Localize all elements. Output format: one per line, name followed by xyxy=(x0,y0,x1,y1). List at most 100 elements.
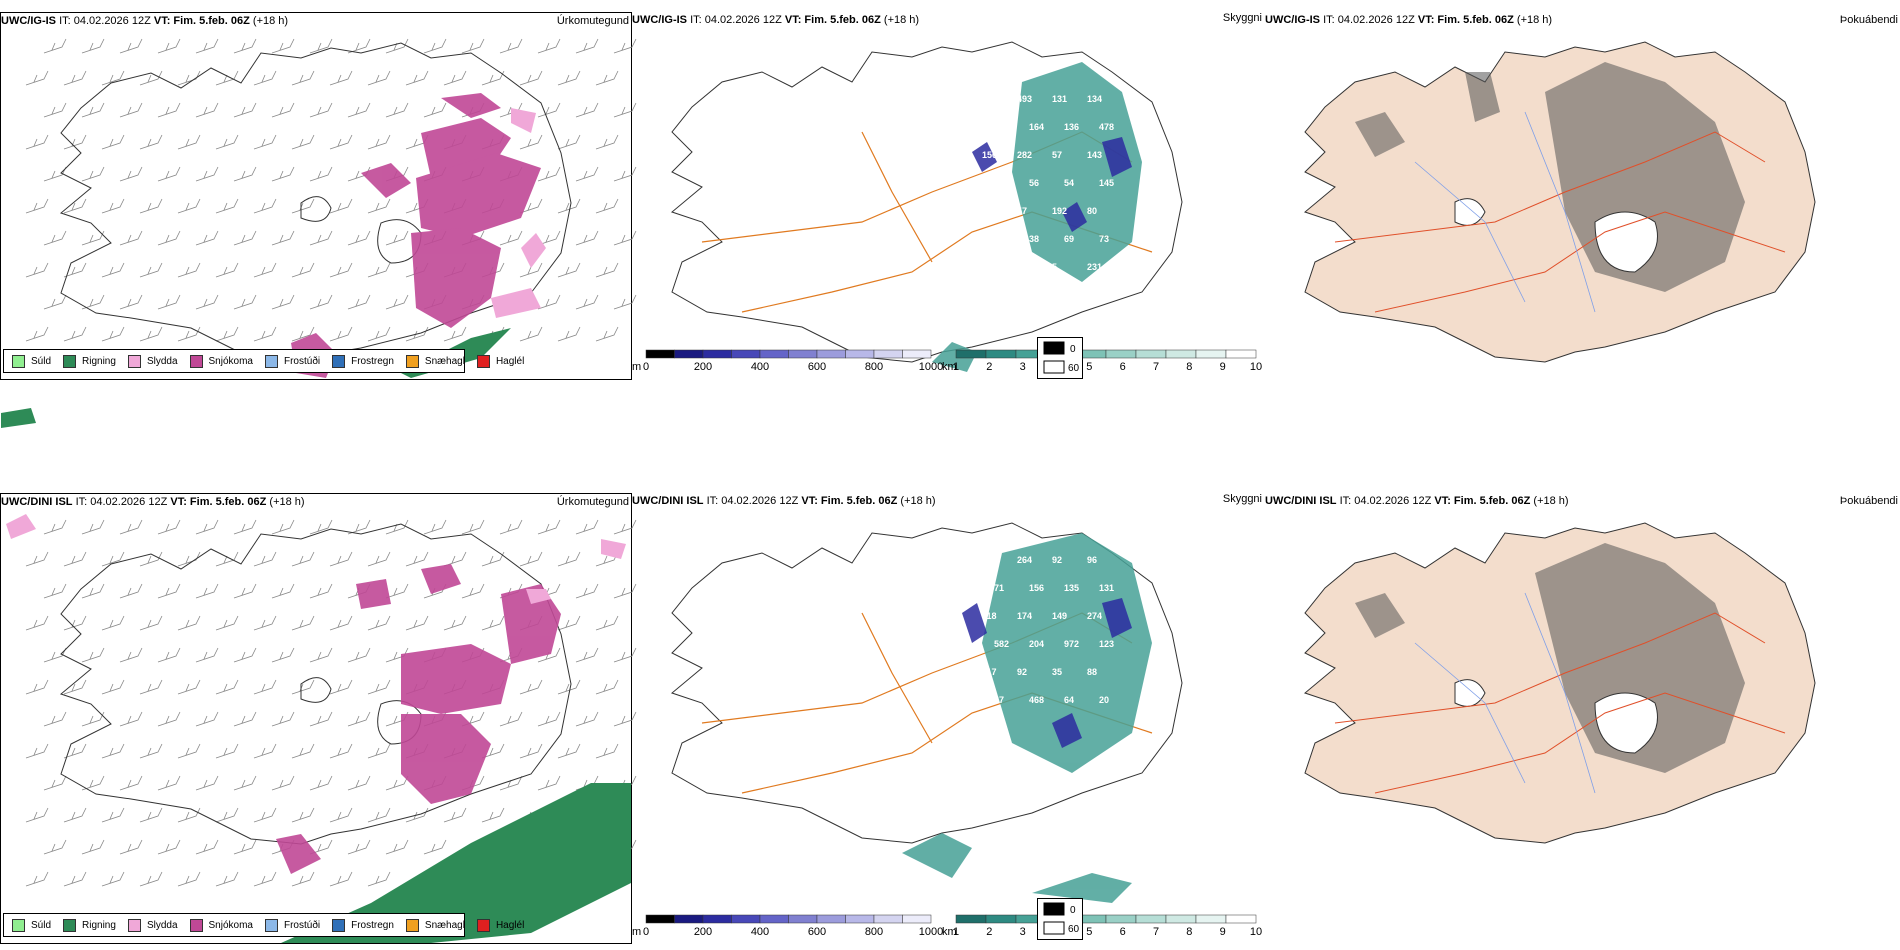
legend-item: Snæhagl xyxy=(405,354,465,368)
wind-barb xyxy=(367,262,391,278)
wind-barb xyxy=(367,807,391,823)
wind-barb xyxy=(119,839,143,855)
glaciers xyxy=(1454,198,1658,273)
ceiling-scale: m 0 200 400 600 800 1000 xyxy=(632,913,943,943)
scale-swatch xyxy=(645,914,675,924)
legend-label: Rigning xyxy=(82,919,116,931)
scale-swatch xyxy=(702,914,732,924)
scale-swatch xyxy=(1135,914,1167,924)
wind-barb xyxy=(101,326,125,342)
scale-tick: 800 xyxy=(865,926,883,938)
wind-barb xyxy=(233,647,257,663)
wind-barb xyxy=(43,775,67,791)
scale-swatch xyxy=(759,349,789,359)
wind-barb xyxy=(253,70,277,86)
wind-barb xyxy=(233,583,257,599)
wind-barb xyxy=(519,262,543,278)
ceiling-label: 493 xyxy=(1017,94,1032,104)
wind-barb xyxy=(119,102,143,118)
wind-barb xyxy=(499,519,523,535)
wind-barb xyxy=(519,134,543,150)
wind-barb xyxy=(329,262,353,278)
rain-areas xyxy=(1,328,511,428)
wind-barb xyxy=(139,871,163,887)
wind-barb xyxy=(177,743,201,759)
fog-tick: 60 xyxy=(1068,363,1080,374)
wind-barb xyxy=(367,326,391,342)
legend-label: Snjókoma xyxy=(208,355,253,367)
wind-barb xyxy=(101,262,125,278)
wind-barb xyxy=(347,775,371,791)
wind-barb xyxy=(177,198,201,214)
scale-swatch xyxy=(955,349,987,359)
sleet-areas xyxy=(491,108,546,318)
scale-swatch xyxy=(1105,349,1137,359)
wind-barb xyxy=(63,326,87,342)
wind-barb xyxy=(309,519,333,535)
init-time: IT: 04.02.2026 12Z xyxy=(75,496,168,508)
wind-barb xyxy=(63,743,87,759)
scale-swatch xyxy=(759,914,789,924)
wind-barb xyxy=(291,262,315,278)
legend-item: Haglél xyxy=(476,918,524,932)
ceiling-label: 57 xyxy=(1017,206,1027,216)
wind-barb xyxy=(43,102,67,118)
ceiling-label: 111 xyxy=(1017,262,1031,272)
ceiling-label: 229 xyxy=(982,555,997,565)
ceiling-label: 88 xyxy=(1087,667,1097,677)
legend-swatch xyxy=(264,354,278,368)
model-name: UWC/IG-IS xyxy=(1265,14,1320,26)
wind-barb xyxy=(613,519,637,535)
wind-barb xyxy=(177,326,201,342)
legend-swatch xyxy=(63,354,77,368)
wind-barb xyxy=(271,102,295,118)
scale-swatch xyxy=(955,914,987,924)
scale-tick: 2 xyxy=(986,361,992,373)
model-name: UWC/DINI ISL xyxy=(632,495,704,507)
snow-areas xyxy=(291,93,541,378)
wind-barb xyxy=(233,775,257,791)
fog-tick: 0 xyxy=(1070,905,1076,916)
panel-title: Úrkomutegund xyxy=(556,496,629,508)
wind-barb xyxy=(385,775,409,791)
fog-map-2 xyxy=(1303,522,1816,844)
legend-item: Slydda xyxy=(127,354,178,368)
wind-barb xyxy=(253,807,277,823)
wind-barb xyxy=(271,166,295,182)
scale-tick: 0 xyxy=(643,926,649,938)
fog-swatch xyxy=(1043,921,1065,935)
ceiling-label: 204 xyxy=(1029,639,1044,649)
visibility-map-2: 229 264 92 96 71 156 135 131 118 174 149 274 582 204 9… xyxy=(670,522,1183,903)
legend-item: Súld xyxy=(12,354,51,368)
wind-barb xyxy=(215,615,239,631)
wind-barb xyxy=(537,519,561,535)
precip-map-2 xyxy=(6,514,637,943)
ceiling-label: 56 xyxy=(1029,178,1039,188)
wind-barb xyxy=(575,38,599,54)
wind-barb xyxy=(271,519,295,535)
ceiling-label: 69 xyxy=(1064,234,1074,244)
wind-barb xyxy=(177,871,201,887)
wind-barb xyxy=(25,262,49,278)
wind-barb xyxy=(81,294,105,310)
wind-barb xyxy=(101,615,125,631)
ceiling-label: 138 xyxy=(982,94,997,104)
wind-barb xyxy=(119,647,143,663)
wind-barb xyxy=(215,326,239,342)
scale-swatch xyxy=(1165,914,1197,924)
wind-barb xyxy=(519,198,543,214)
wind-barb xyxy=(537,166,561,182)
legend-item: Frostúði xyxy=(264,918,320,932)
precip-legend: Súld Rigning Slydda Snjókoma Frostúði Frostre… xyxy=(3,349,524,373)
scale-tick: 1 xyxy=(953,361,959,373)
fog-scale: 0 60 xyxy=(1037,337,1083,379)
wind-barb xyxy=(347,519,371,535)
ceiling-label: 143 xyxy=(1087,150,1102,160)
fog-shading xyxy=(1355,62,1745,292)
scale-swatch xyxy=(674,349,704,359)
scale-tick: 2 xyxy=(986,926,992,938)
panel-title: Þokuábendi xyxy=(1839,495,1898,507)
wind-barb xyxy=(271,647,295,663)
wind-barb xyxy=(309,839,333,855)
wind-barb xyxy=(43,711,67,727)
